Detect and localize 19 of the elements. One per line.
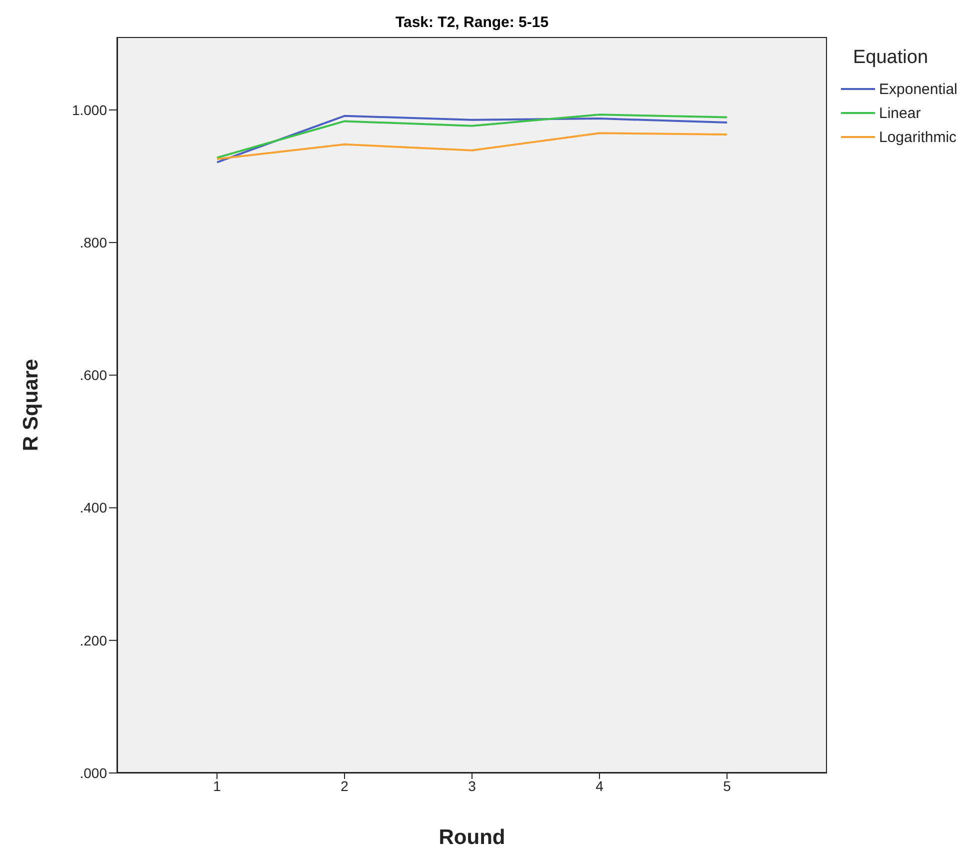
x-tick-label: 5	[723, 778, 732, 794]
y-axis-title: R Square	[19, 358, 42, 452]
x-tick-label: 3	[468, 778, 476, 794]
legend-label: Linear	[879, 104, 921, 122]
line-series	[216, 132, 728, 160]
legend-label: Logarithmic	[879, 128, 957, 146]
y-tick-label: .200	[80, 632, 108, 648]
y-tick-label: .600	[80, 367, 108, 384]
x-tick-label: 4	[596, 778, 604, 794]
y-tick-label: .000	[80, 764, 108, 781]
legend-title: Equation	[853, 47, 930, 69]
x-axis-title: Round	[438, 826, 506, 849]
y-tick-label: .800	[80, 234, 108, 251]
y-tick-label: 1.000	[72, 102, 108, 118]
legend-label: Exponential	[879, 80, 958, 98]
chart-title: Task: T2, Range: 5-15	[394, 14, 550, 31]
x-tick-label: 1	[213, 778, 222, 794]
y-tick-label: .400	[80, 500, 108, 516]
x-tick-label: 2	[340, 778, 349, 794]
